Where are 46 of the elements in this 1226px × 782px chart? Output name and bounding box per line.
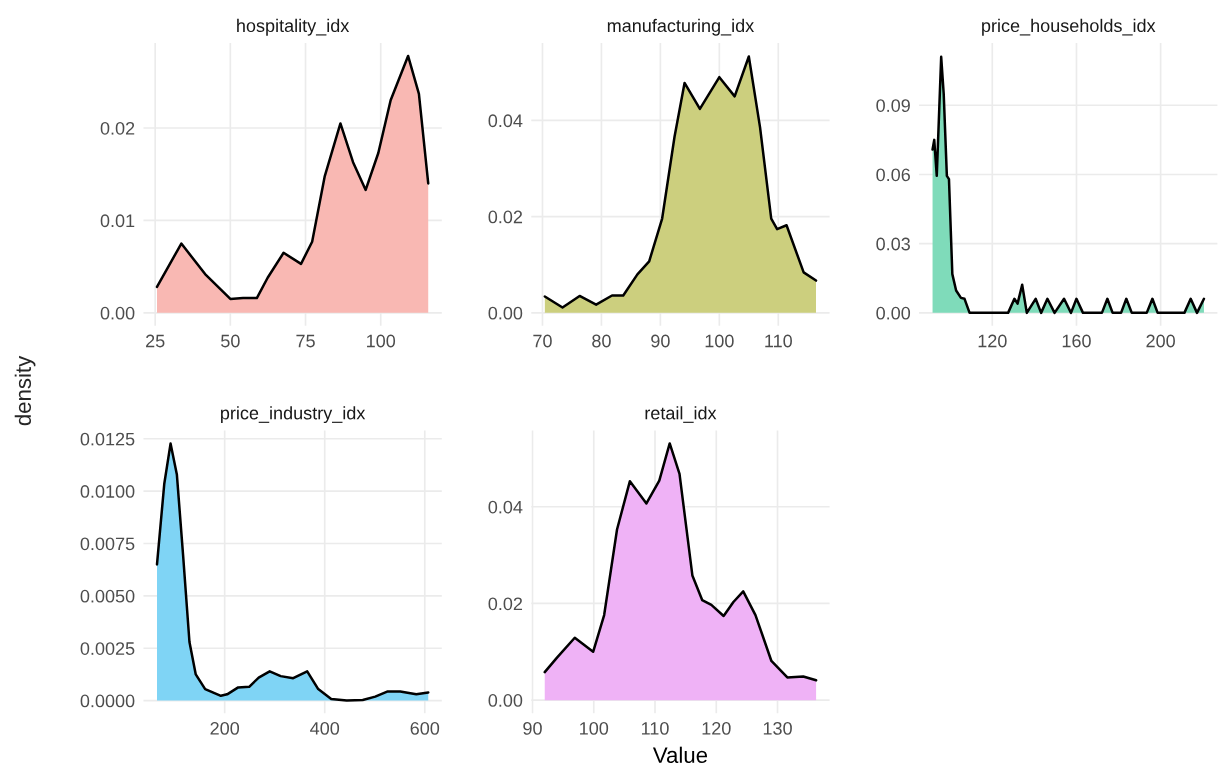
chart-title: price_households_idx <box>982 18 1156 36</box>
y-tick-label: 0.0025 <box>80 642 135 655</box>
x-tick-label: 120 <box>702 721 731 735</box>
y-tick-label: 0.06 <box>876 168 910 182</box>
chart-title: manufacturing_idx <box>607 18 755 36</box>
x-tick-label: 50 <box>221 334 240 348</box>
x-tick-label: 100 <box>705 334 734 348</box>
chart-title: retail_idx <box>645 406 717 423</box>
y-tick-label: 0.09 <box>876 99 910 112</box>
x-tick-label: 100 <box>367 334 396 348</box>
y-tick-label: 0.00 <box>100 306 135 320</box>
y-tick-label: 0.00 <box>876 306 911 320</box>
x-tick-label: 25 <box>146 334 165 348</box>
x-tick-label: 400 <box>310 721 340 735</box>
y-tick-label: 0.02 <box>488 597 523 611</box>
x-tick-label: 200 <box>210 721 240 735</box>
x-tick-label: 70 <box>533 334 552 348</box>
x-tick-label: 160 <box>1062 334 1091 348</box>
x-tick-label: 200 <box>1146 334 1175 348</box>
y-tick-label: 0.02 <box>488 210 523 224</box>
y-tick-label: 0.00 <box>488 306 523 320</box>
y-tick-label: 0.04 <box>488 500 523 514</box>
y-tick-label: 0.0075 <box>80 537 135 551</box>
y-tick-label: 0.0050 <box>80 589 135 603</box>
x-axis-title: Value <box>652 746 708 763</box>
x-tick-label: 120 <box>978 334 1007 348</box>
x-tick-label: 75 <box>296 334 315 348</box>
x-tick-label: 100 <box>580 721 609 735</box>
y-tick-label: 0.0000 <box>80 694 135 708</box>
y-tick-label: 0.04 <box>488 114 523 128</box>
y-tick-label: 0.0100 <box>80 485 135 498</box>
y-tick-label: 0.02 <box>100 121 135 135</box>
y-tick-label: 0.0125 <box>80 432 135 446</box>
x-tick-label: 600 <box>410 721 440 735</box>
x-tick-label: 110 <box>765 334 792 348</box>
y-tick-label: 0.03 <box>876 237 910 251</box>
y-tick-label: 0.00 <box>488 694 523 707</box>
x-tick-label: 130 <box>763 721 792 735</box>
y-tick-label: 0.01 <box>100 214 135 228</box>
x-tick-label: 110 <box>641 721 669 735</box>
y-axis-title: density <box>14 355 36 426</box>
x-tick-label: 80 <box>592 334 611 348</box>
chart-title: price_industry_idx <box>221 406 366 424</box>
x-tick-label: 90 <box>651 334 670 348</box>
chart-title: hospitality_idx <box>237 18 350 36</box>
x-tick-label: 90 <box>523 721 542 735</box>
